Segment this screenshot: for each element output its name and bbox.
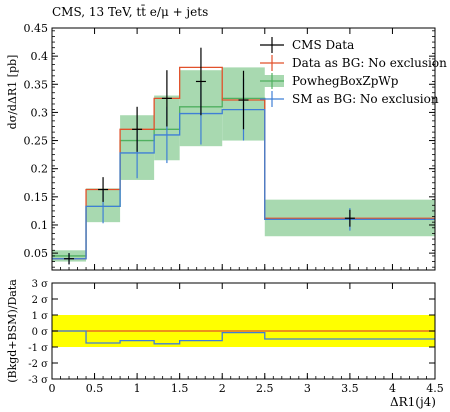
main-y-tick-label-3: 0.2 (31, 163, 49, 176)
x-axis-label: ΔR1(j4) (390, 395, 436, 409)
ratio-y-tick-label-4: 1 σ (32, 311, 49, 322)
ratio-y-tick-label-0: -3 σ (28, 375, 48, 386)
ratio-y-tick-label-5: 2 σ (32, 295, 49, 306)
x-tick-label-4: 2 (219, 382, 226, 395)
main-y-tick-label-1: 0.1 (31, 219, 49, 232)
main-y-tick-label-2: 0.15 (24, 191, 49, 204)
x-tick-label-1: 0.5 (86, 382, 104, 395)
legend-label-2: PowhegBoxZpWp (292, 74, 399, 88)
ratio-y-tick-label-2: -1 σ (28, 343, 48, 354)
x-tick-label-7: 3.5 (341, 382, 359, 395)
x-tick-label-2: 1 (134, 382, 141, 395)
ratio-y-axis-label: (Bkgd+BSM)/Data (6, 279, 19, 383)
chart-title: CMS, 13 TeV, tt̄ e/μ + jets (52, 3, 208, 19)
legend-label-1: Data as BG: No exclusion (292, 56, 447, 70)
ratio-y-tick-label-3: 0 σ (32, 327, 49, 338)
x-tick-label-9: 4.5 (426, 382, 444, 395)
x-tick-label-0: 0 (49, 382, 56, 395)
legend: CMS Data Data as BG: No exclusion PowhegBo… (260, 37, 447, 107)
main-y-tick-label-4: 0.25 (24, 135, 49, 148)
x-tick-label-5: 2.5 (256, 382, 274, 395)
main-y-axis-label: dσ/dΔR1 [pb] (6, 55, 19, 130)
ratio-plot: -3 σ -2 σ -1 σ 0 σ 1 σ 2 σ 3 σ 0 0.5 1 1.5 2 2.5 3 3.… (28, 28, 444, 395)
main-plot: 0.05 0.1 0.15 0.2 0.25 0.3 0.35 0.4 0.45 (24, 22, 436, 271)
ratio-y-tick-label-1: -2 σ (28, 359, 48, 370)
ratio-y-tick-label-6: 3 σ (32, 279, 49, 290)
x-tick-label-8: 4 (389, 382, 396, 395)
legend-label-0: CMS Data (292, 38, 354, 52)
x-tick-label-3: 1.5 (171, 382, 189, 395)
legend-label-3: SM as BG: No exclusion (292, 92, 439, 106)
x-tick-label-6: 3 (304, 382, 311, 395)
main-y-tick-label-6: 0.35 (24, 78, 49, 91)
main-y-tick-label-0: 0.05 (24, 247, 49, 260)
ratio-sm-as-bg-line (52, 330, 435, 345)
main-y-tick-label-8: 0.45 (24, 22, 49, 35)
main-y-tick-label-7: 0.4 (31, 50, 49, 63)
main-y-tick-label-5: 0.3 (31, 106, 49, 119)
